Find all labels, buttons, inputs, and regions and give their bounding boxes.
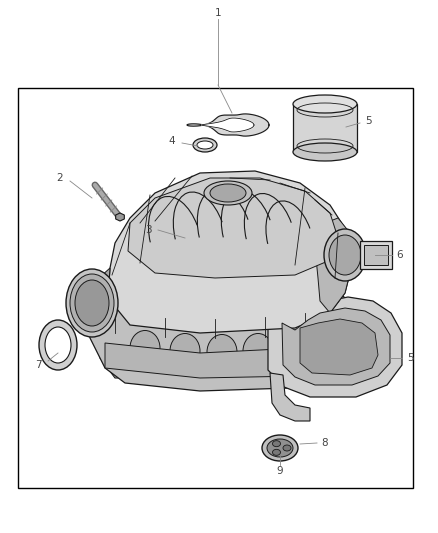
Ellipse shape [207,335,237,369]
Ellipse shape [204,181,252,205]
Ellipse shape [283,445,291,451]
Ellipse shape [293,95,357,113]
Ellipse shape [272,441,280,447]
Ellipse shape [329,235,361,275]
Text: 7: 7 [35,360,41,370]
Bar [18,88,413,488]
Ellipse shape [272,449,280,455]
Ellipse shape [262,435,298,461]
Text: 5: 5 [407,353,413,363]
Ellipse shape [39,320,77,370]
Polygon shape [282,308,390,385]
Ellipse shape [267,439,293,457]
Polygon shape [100,308,330,378]
Ellipse shape [130,330,160,366]
Ellipse shape [324,229,366,281]
Text: 6: 6 [397,250,403,260]
Ellipse shape [75,280,109,326]
Text: 1: 1 [215,8,221,18]
Polygon shape [315,218,352,313]
Ellipse shape [243,334,273,368]
Ellipse shape [293,143,357,161]
Polygon shape [108,171,352,333]
Ellipse shape [70,274,114,332]
Ellipse shape [66,269,118,337]
Text: 3: 3 [145,225,151,235]
Ellipse shape [170,334,200,368]
Ellipse shape [45,327,71,363]
Polygon shape [128,178,338,278]
Polygon shape [293,104,357,152]
Polygon shape [105,338,330,378]
Text: 8: 8 [321,438,328,448]
Ellipse shape [197,141,213,149]
Text: 9: 9 [277,466,283,476]
Polygon shape [300,319,378,375]
Polygon shape [116,213,124,221]
Polygon shape [202,118,254,132]
Text: 5: 5 [365,116,371,126]
Polygon shape [85,268,110,318]
Bar [360,241,392,269]
Polygon shape [187,114,269,136]
Bar [364,245,388,265]
Polygon shape [270,373,310,421]
Polygon shape [268,297,402,397]
Text: 2: 2 [57,173,64,183]
Polygon shape [85,261,355,391]
Ellipse shape [193,138,217,152]
Text: 4: 4 [169,136,175,146]
Ellipse shape [210,184,246,202]
